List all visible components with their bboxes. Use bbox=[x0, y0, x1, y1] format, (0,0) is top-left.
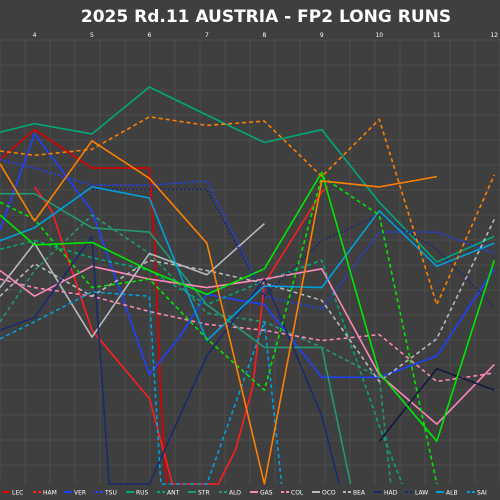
series-line-law bbox=[378, 367, 495, 442]
x-tick-label: 6 bbox=[148, 32, 152, 39]
x-tick-label: 5 bbox=[90, 32, 94, 39]
series-line-bea bbox=[0, 218, 496, 383]
legend-label-str: STR bbox=[198, 490, 210, 497]
x-tick-label: 11 bbox=[433, 32, 441, 39]
legend-label-ham: HAM bbox=[43, 490, 57, 497]
legend-label-gas: GAS bbox=[260, 490, 273, 497]
legend-label-alo: ALO bbox=[229, 490, 241, 497]
series-line-ham bbox=[33, 186, 329, 485]
x-tick-label: 4 bbox=[33, 32, 37, 39]
legend-label-sai: SAI bbox=[477, 490, 487, 497]
x-tick-label: 10 bbox=[375, 32, 383, 39]
legend-label-had: HAD bbox=[384, 490, 398, 497]
legend-label-alb: ALB bbox=[446, 490, 458, 497]
series-line-oco bbox=[0, 223, 265, 338]
legend-label-ver: VER bbox=[74, 490, 86, 497]
chart-title: 2025 Rd.11 AUSTRIA - FP2 LONG RUNS bbox=[81, 7, 451, 27]
series-line-bor bbox=[0, 175, 438, 485]
series-line-sai bbox=[0, 291, 283, 485]
x-tick-label: 9 bbox=[320, 32, 324, 39]
series-line-nor bbox=[0, 140, 437, 485]
legend: LEC HAM VER TSU RUS ANT STR ALO GAS COL OCO BEA HAD L… bbox=[2, 490, 487, 497]
x-tick-label: 7 bbox=[205, 32, 209, 39]
legend-label-tsu: TSU bbox=[104, 490, 117, 497]
series-line-had-2 bbox=[92, 188, 495, 307]
legend-label-col: COL bbox=[291, 490, 304, 497]
legend-label-rus: RUS bbox=[136, 490, 149, 497]
x-tick-label: 8 bbox=[262, 32, 266, 39]
legend-label-ant: ANT bbox=[167, 490, 180, 497]
x-tick-label: 12 bbox=[490, 32, 498, 39]
series-line-hul bbox=[0, 171, 496, 443]
legend-label-law: LAW bbox=[415, 490, 428, 497]
series-line-alo bbox=[0, 214, 392, 485]
series-line-gas bbox=[0, 265, 495, 426]
legend-label-bea: BEA bbox=[353, 490, 366, 497]
series-line-had bbox=[0, 235, 340, 485]
series-line-tsu bbox=[0, 158, 495, 310]
x-tick-layer: 4 5 6 7 8 9 10 11 12 bbox=[33, 32, 499, 39]
series-line-alb bbox=[0, 186, 495, 342]
grid-layer bbox=[0, 39, 500, 484]
legend-label-lec: LEC bbox=[12, 490, 23, 497]
series-line-lec bbox=[0, 128, 168, 485]
series-layer bbox=[0, 86, 496, 485]
legend-label-oco: OCO bbox=[322, 490, 336, 497]
series-line-pia bbox=[0, 116, 496, 306]
series-line-col bbox=[0, 278, 495, 383]
